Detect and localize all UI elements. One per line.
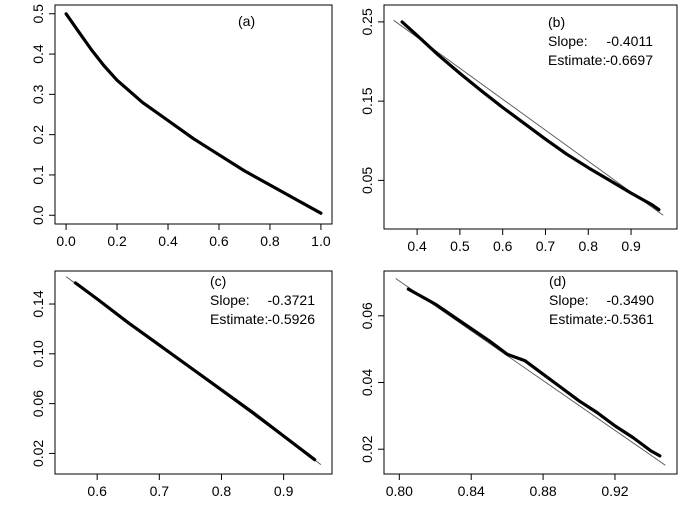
panel-c-x-tick-label: 0.9 (274, 483, 294, 499)
panel-c-x-tick-label: 0.7 (150, 483, 170, 499)
panel-c-series-line (73, 281, 317, 462)
panel-b-reference-line (393, 19, 664, 216)
panel-b-y-tick-label: 0.15 (359, 87, 375, 114)
panel-a-x-tick-label: 0.8 (260, 233, 280, 249)
panel-b-y-tick-label: 0.25 (359, 8, 375, 35)
panel-c-x-tick-label: 0.6 (87, 483, 107, 499)
panel-c-estimate-label: Estimate: (210, 311, 268, 327)
panel-b-frame (383, 4, 678, 230)
panel-d-y-tick-label: 0.02 (359, 435, 375, 462)
panel-d-series-line (406, 287, 662, 458)
panel-b-x-tick-label: 0.4 (407, 238, 427, 254)
panel-c-y-tick-label: 0.02 (30, 440, 46, 467)
panel-b-x-tick-label: 0.6 (493, 238, 513, 254)
panel-c-estimate-value: -0.5926 (268, 311, 316, 327)
panel-a-frame (54, 4, 333, 225)
panel-b-estimate-value: -0.6697 (606, 52, 654, 68)
panel-a-y-tick-label: 0.0 (30, 205, 46, 225)
panel-d-y-tick-label: 0.04 (359, 369, 375, 396)
panel-b-series-line (400, 20, 661, 212)
panel-d-y-tick-label: 0.06 (359, 302, 375, 329)
panel-a-y-tick-label: 0.2 (30, 125, 46, 145)
panel-a-y-tick-label: 0.1 (30, 165, 46, 185)
panel-d-slope-label: Slope: (549, 292, 589, 308)
panel-a-x-tick-label: 0.2 (107, 233, 127, 249)
panel-c-y-tick-label: 0.14 (30, 290, 46, 317)
panel-b-x-tick-label: 0.9 (621, 238, 641, 254)
panel-c-y-tick-label: 0.10 (30, 340, 46, 367)
panel-b-slope-label: Slope: (548, 33, 588, 49)
panel-d-label: (d) (549, 273, 566, 289)
panel-b-x-tick-label: 0.5 (450, 238, 470, 254)
panel-c-frame (54, 270, 333, 475)
panel-a-series-line (64, 12, 323, 215)
panel-c-slope-value: -0.3721 (268, 292, 316, 308)
panel-c-label: (c) (210, 273, 226, 289)
panel-a-x-tick-label: 0.4 (158, 233, 178, 249)
panel-d-slope-value: -0.3490 (607, 292, 655, 308)
panel-d-x-tick-label: 0.80 (386, 483, 413, 499)
panel-a-x-tick-label: 0.6 (209, 233, 229, 249)
panel-a-label: (a) (238, 13, 255, 29)
panel-b-label: (b) (548, 14, 565, 30)
panel-d-estimate-value: -0.5361 (607, 311, 655, 327)
panel-a-y-tick-label: 0.5 (30, 4, 46, 24)
panel-c-slope-label: Slope: (210, 292, 250, 308)
panel-b-x-tick-label: 0.7 (536, 238, 556, 254)
panel-b-estimate-label: Estimate: (548, 52, 606, 68)
panel-a-x-tick-label: 1.0 (311, 233, 331, 249)
panel-a-y-tick-label: 0.3 (30, 84, 46, 104)
panel-b-y-tick-label: 0.05 (359, 167, 375, 194)
panel-b-slope-value: -0.4011 (607, 33, 654, 49)
panel-d-estimate-label: Estimate: (549, 311, 607, 327)
panel-d-frame (383, 270, 678, 475)
panel-d-x-tick-label: 0.92 (601, 483, 628, 499)
panel-d-x-tick-label: 0.84 (458, 483, 485, 499)
panel-c-x-tick-label: 0.8 (212, 483, 232, 499)
panel-b-x-tick-label: 0.8 (579, 238, 599, 254)
panel-a-x-tick-label: 0.0 (56, 233, 76, 249)
panel-d-x-tick-label: 0.88 (529, 483, 556, 499)
panel-a-y-tick-label: 0.4 (30, 44, 46, 64)
panel-c-y-tick-label: 0.06 (30, 390, 46, 417)
